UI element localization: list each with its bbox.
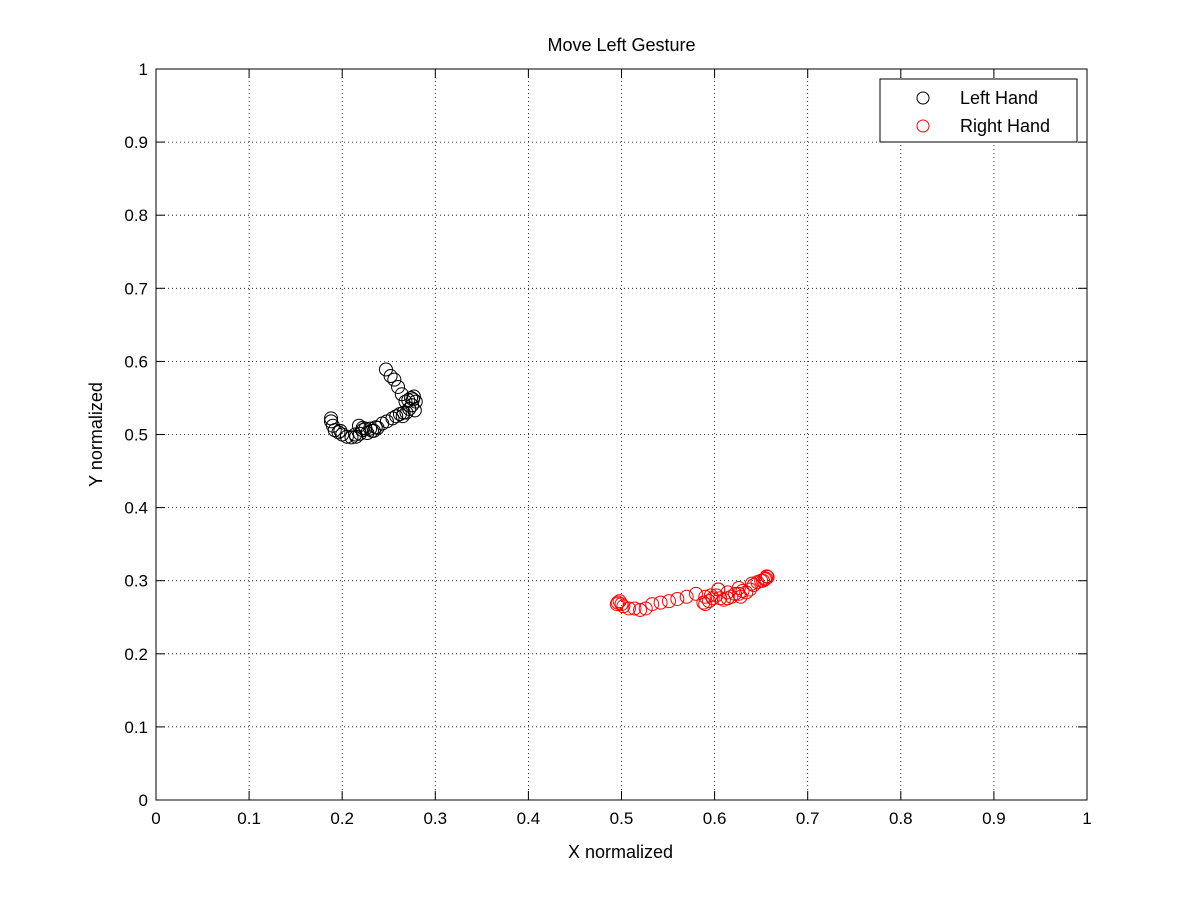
legend-label-right-hand: Right Hand	[960, 116, 1050, 136]
y-tick-labels: 0 0.1 0.2 0.3 0.4 0.5 0.6 0.7 0.8 0.9 1	[124, 60, 148, 810]
legend-box	[879, 78, 1078, 143]
y-tick-label: 0.2	[124, 645, 148, 664]
legend-label-left-hand: Left Hand	[960, 88, 1038, 108]
data-point	[395, 409, 410, 424]
data-point	[398, 394, 413, 409]
data-point	[724, 589, 739, 604]
data-point	[670, 591, 685, 606]
y-tick-label: 0.4	[124, 499, 148, 518]
data-point	[378, 362, 393, 377]
data-point	[364, 423, 379, 438]
x-tick-label: 0.9	[982, 809, 1006, 828]
legend-marker-right-hand	[916, 119, 930, 133]
data-point	[389, 409, 404, 424]
data-point	[760, 570, 775, 585]
data-point	[696, 595, 711, 610]
data-point	[746, 578, 761, 593]
x-tick-label: 0.1	[237, 809, 261, 828]
data-point	[609, 597, 624, 612]
x-tick-label: 0	[151, 809, 160, 828]
y-tick-label: 0.5	[124, 426, 148, 445]
y-tick-label: 1	[139, 60, 148, 79]
y-tick-label: 0	[139, 791, 148, 810]
y-tick-label: 0.8	[124, 206, 148, 225]
data-point	[702, 594, 717, 609]
y-tick-label: 0.9	[124, 133, 148, 152]
data-point	[698, 589, 713, 604]
x-tick-label: 0.4	[517, 809, 541, 828]
legend-marker-left-hand	[916, 91, 930, 105]
data-point	[709, 588, 724, 603]
data-point	[703, 588, 718, 603]
data-point	[327, 423, 342, 438]
data-point	[688, 586, 703, 601]
data-point	[331, 425, 346, 440]
x-tick-label: 1	[1082, 809, 1091, 828]
data-point	[344, 430, 359, 445]
y-axis-label: Y normalized	[86, 382, 106, 487]
data-point	[333, 423, 348, 438]
x-axis-label: X normalized	[568, 842, 673, 862]
data-point	[653, 595, 668, 610]
x-tick-label: 0.5	[610, 809, 634, 828]
data-point	[679, 589, 694, 604]
data-point	[351, 418, 366, 433]
data-point	[633, 602, 648, 617]
x-tick-label: 0.3	[423, 809, 447, 828]
data-points	[324, 362, 775, 617]
data-point	[348, 427, 363, 442]
data-point	[363, 421, 378, 436]
data-point	[661, 594, 676, 609]
data-point	[744, 576, 759, 591]
x-tick-label: 0.7	[796, 809, 820, 828]
data-point	[324, 414, 339, 429]
data-point	[621, 601, 636, 616]
y-tick-label: 0.1	[124, 718, 148, 737]
series-0	[324, 362, 423, 445]
data-point	[645, 597, 660, 612]
data-point	[742, 582, 757, 597]
data-point	[387, 372, 402, 387]
series-1	[609, 569, 775, 617]
data-point	[720, 585, 735, 600]
ticks	[155, 68, 1088, 801]
data-point	[391, 379, 406, 394]
data-point	[612, 594, 627, 609]
chart-title: Move Left Gesture	[547, 35, 695, 55]
x-tick-label: 0.6	[703, 809, 727, 828]
data-point	[614, 597, 629, 612]
x-tick-labels: 0 0.1 0.2 0.3 0.4 0.5 0.6 0.7 0.8 0.9 1	[151, 809, 1091, 828]
x-tick-label: 0.8	[889, 809, 913, 828]
data-point	[368, 420, 383, 435]
y-tick-label: 0.6	[124, 352, 148, 371]
data-point	[758, 571, 773, 586]
y-tick-label: 0.7	[124, 279, 148, 298]
data-point	[759, 569, 774, 584]
data-point	[733, 589, 748, 604]
data-point	[757, 572, 772, 587]
y-tick-label: 0.3	[124, 572, 148, 591]
data-point	[627, 601, 642, 616]
data-point	[756, 573, 771, 588]
data-point	[405, 392, 420, 407]
x-tick-label: 0.2	[330, 809, 354, 828]
data-point	[385, 411, 400, 426]
legend: Left Hand Right Hand	[879, 78, 1078, 143]
data-point	[711, 582, 726, 597]
